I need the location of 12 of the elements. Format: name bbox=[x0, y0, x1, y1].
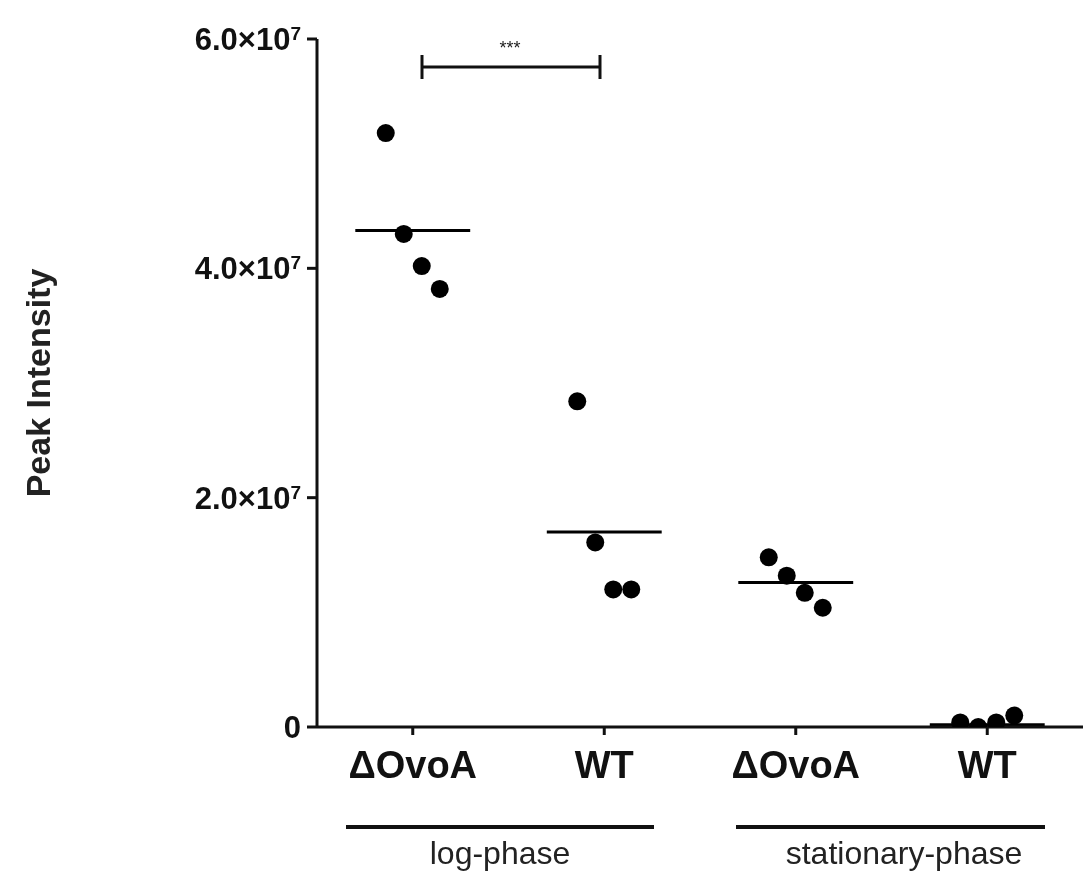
text: log-phase bbox=[429, 835, 571, 872]
y-tick-label: 2.0×10$^{7}$ bbox=[194, 480, 301, 516]
x-tick-label: WT bbox=[957, 743, 1017, 786]
y-tick-label: 0 bbox=[283, 710, 301, 745]
y-axis-title: Peak Intensity bbox=[19, 268, 58, 498]
y-tick-label: 6.0×10$^{7}$ bbox=[194, 22, 301, 57]
x-tick-label: ΔOvoA bbox=[348, 743, 478, 786]
annotation: *** bbox=[499, 38, 521, 59]
x-tick-label: WT bbox=[574, 743, 634, 786]
y-tick-label: 4.0×10$^{7}$ bbox=[194, 251, 301, 287]
x-tick-label: ΔOvoA bbox=[731, 743, 861, 786]
text: stationary-phase bbox=[785, 835, 1023, 872]
